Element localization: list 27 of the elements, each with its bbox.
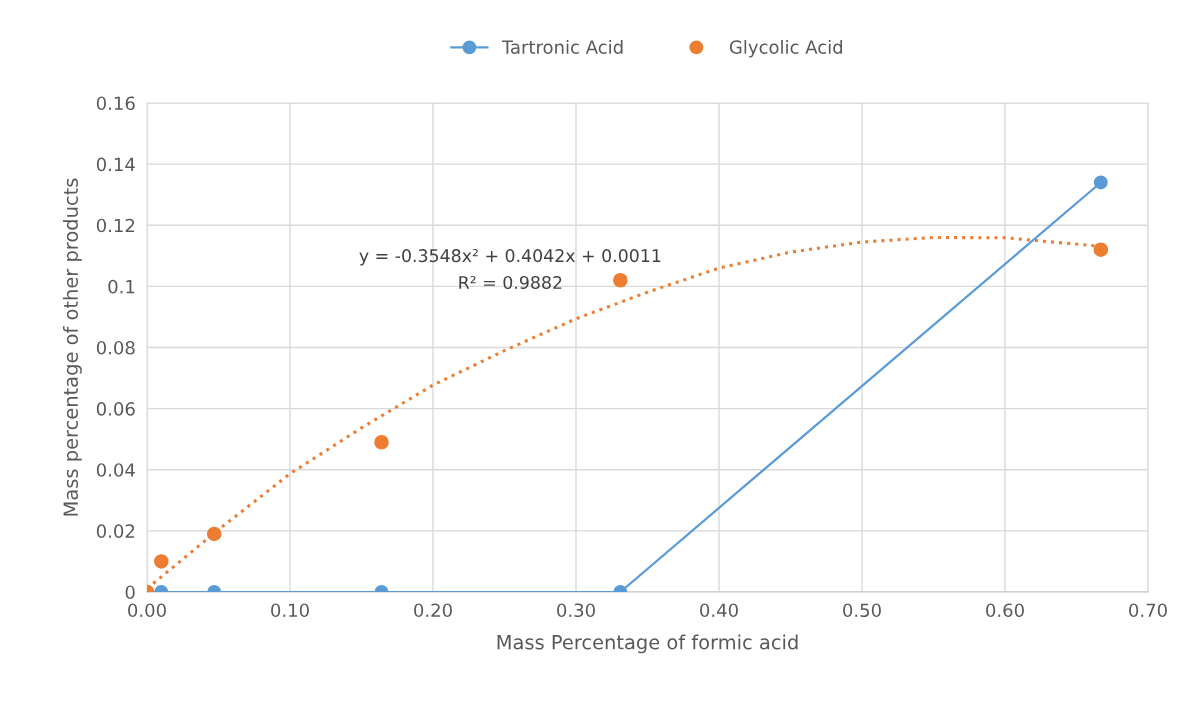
y-tick-label: 0.02: [96, 524, 135, 538]
x-tick-label: 0.10: [271, 603, 309, 618]
y-tick-label: 0.1: [108, 279, 135, 294]
x-tick-label: 0.40: [700, 603, 738, 618]
y-tick-label: 0.08: [96, 340, 135, 355]
x-tick-label: 0.30: [557, 603, 595, 618]
point: [1093, 242, 1109, 257]
x-tick-label: 0.60: [986, 603, 1024, 618]
x-tick-label: 0.70: [1129, 603, 1167, 618]
y-tick-label: 0.06: [96, 402, 135, 416]
y-axis-title: Mass percentage of other products: [62, 178, 82, 516]
point: [374, 434, 389, 450]
legend-label: Tartronic Acid: [501, 39, 623, 54]
y-tick-label: 0.16: [96, 96, 135, 111]
y-tick-label: 0.14: [96, 157, 135, 172]
legend-label: Glycolic Acid: [729, 39, 843, 58]
x-tick-label: 0.00: [128, 603, 166, 618]
point: [1093, 175, 1108, 190]
x-axis-title: Mass Percentage of formic acid: [497, 634, 798, 654]
annotation: y = -0.3548x² + 0.4042x + 0.0011: [359, 249, 661, 266]
y-tick-label: 0.12: [96, 218, 135, 233]
y-tick-label: 0.04: [96, 463, 135, 477]
annotation: R² = 0.9882: [459, 275, 562, 290]
point: [613, 272, 628, 288]
y-tick-label: 0: [125, 585, 135, 600]
x-tick-label: 0.50: [843, 603, 881, 618]
x-tick-label: 0.20: [414, 603, 452, 618]
